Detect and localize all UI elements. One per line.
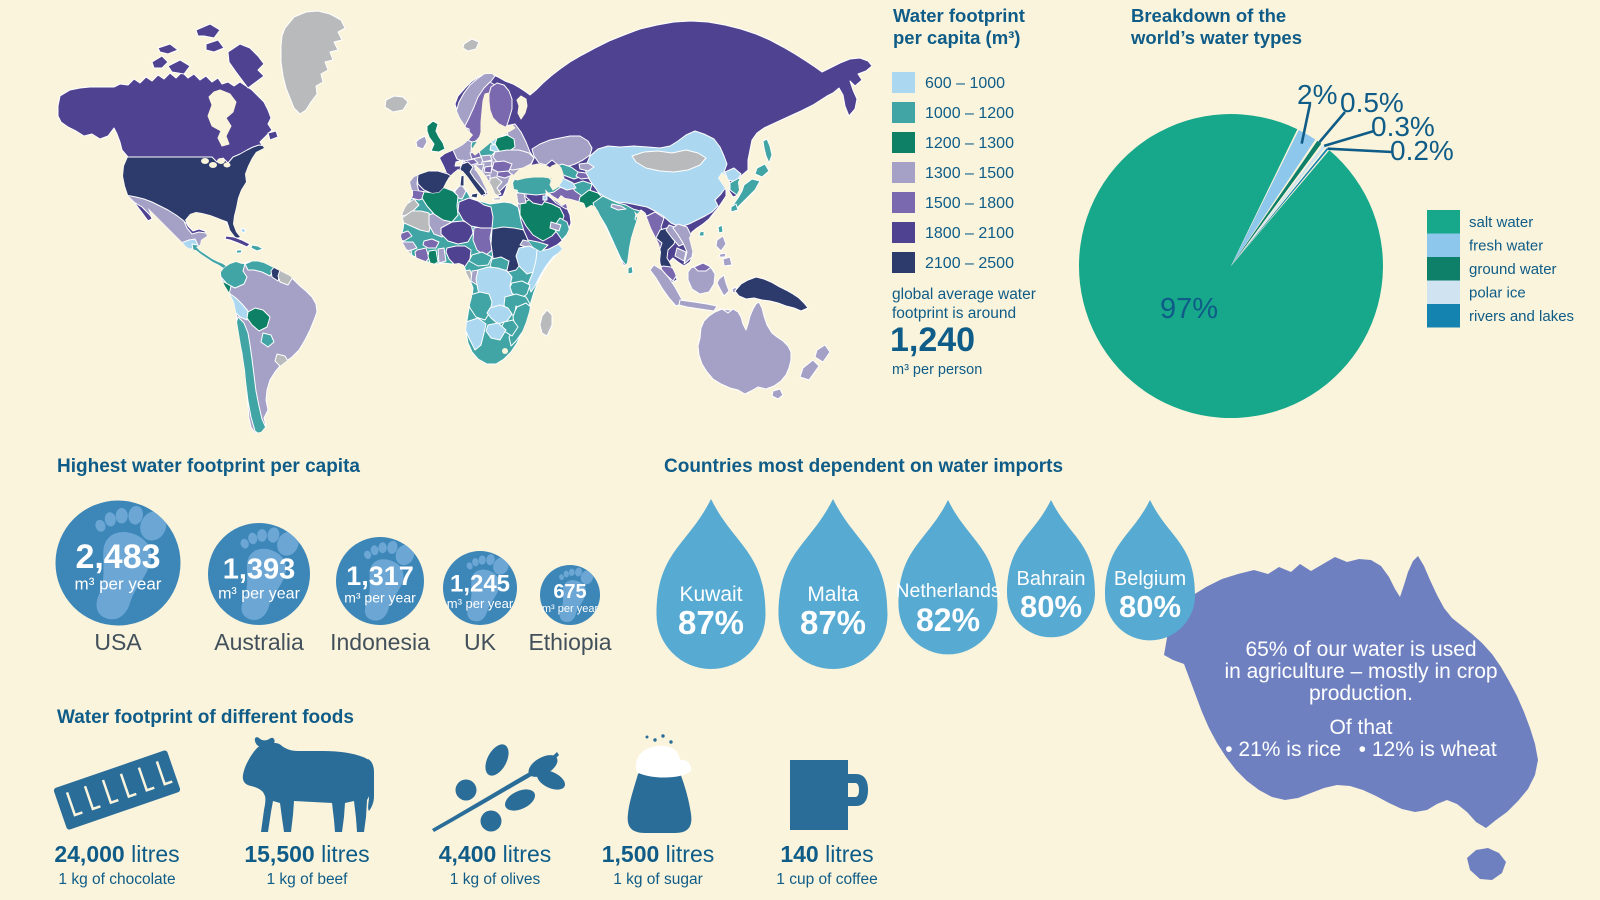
- svg-text:15,500 litres: 15,500 litres: [244, 841, 369, 867]
- svg-text:Ethiopia: Ethiopia: [528, 629, 611, 655]
- svg-text:Malta: Malta: [807, 583, 859, 606]
- svg-text:Australia: Australia: [214, 629, 304, 655]
- svg-text:m³ per year: m³ per year: [542, 603, 599, 615]
- svg-text:fresh water: fresh water: [1469, 238, 1543, 255]
- svg-text:m³ per year: m³ per year: [218, 585, 300, 602]
- svg-text:Bahrain: Bahrain: [1017, 568, 1086, 590]
- svg-text:ground water: ground water: [1469, 261, 1557, 278]
- svg-text:80%: 80%: [1119, 589, 1181, 624]
- svg-text:rivers and lakes: rivers and lakes: [1469, 308, 1574, 325]
- svg-text:Belgium: Belgium: [1114, 568, 1186, 590]
- svg-text:87%: 87%: [800, 604, 866, 641]
- svg-text:1 kg of beef: 1 kg of beef: [266, 871, 348, 888]
- svg-text:m³ per year: m³ per year: [344, 590, 416, 606]
- svg-text:USA: USA: [94, 629, 142, 655]
- svg-text:polar ice: polar ice: [1469, 285, 1526, 302]
- svg-text:1500 – 1800: 1500 – 1800: [925, 195, 1014, 212]
- svg-text:2%: 2%: [1297, 79, 1337, 110]
- svg-text:1200 – 1300: 1200 – 1300: [925, 135, 1014, 152]
- svg-text:0.2%: 0.2%: [1390, 135, 1454, 166]
- svg-text:140 litres: 140 litres: [780, 841, 873, 867]
- svg-text:world’s water types: world’s water types: [1130, 27, 1302, 48]
- svg-text:Highest water footprint per ca: Highest water footprint per capita: [57, 456, 360, 477]
- svg-text:global average water: global average water: [892, 286, 1036, 303]
- svg-text:1,317: 1,317: [346, 561, 414, 591]
- svg-text:1800 – 2100: 1800 – 2100: [925, 225, 1014, 242]
- svg-text:Of that: Of that: [1329, 716, 1392, 739]
- svg-text:Water footprint of different f: Water footprint of different foods: [57, 707, 354, 728]
- svg-text:1 cup of coffee: 1 cup of coffee: [776, 871, 877, 888]
- svg-text:1,500 litres: 1,500 litres: [602, 841, 715, 867]
- svg-text:1,240: 1,240: [890, 321, 975, 359]
- svg-text:1 kg of olives: 1 kg of olives: [450, 871, 541, 888]
- svg-text:2100 – 2500: 2100 – 2500: [925, 255, 1014, 272]
- svg-text:87%: 87%: [678, 604, 744, 641]
- svg-text:600 – 1000: 600 – 1000: [925, 75, 1005, 92]
- svg-text:0.3%: 0.3%: [1371, 111, 1435, 142]
- svg-text:per capita (m³): per capita (m³): [893, 27, 1020, 48]
- svg-text:1,245: 1,245: [450, 571, 510, 598]
- svg-text:0.5%: 0.5%: [1340, 87, 1404, 118]
- svg-text:salt water: salt water: [1469, 214, 1533, 231]
- svg-text:2,483: 2,483: [75, 538, 160, 576]
- svg-text:1000 – 1200: 1000 – 1200: [925, 105, 1014, 122]
- svg-text:footprint is around: footprint is around: [892, 305, 1016, 322]
- svg-text:Breakdown of the: Breakdown of the: [1131, 5, 1286, 26]
- svg-text:in agriculture – mostly in cro: in agriculture – mostly in crop: [1224, 660, 1497, 683]
- svg-text:UK: UK: [464, 629, 497, 655]
- svg-text:80%: 80%: [1020, 589, 1082, 624]
- svg-text:675: 675: [553, 581, 586, 603]
- svg-text:m³ per year: m³ per year: [75, 574, 162, 593]
- svg-text:Netherlands: Netherlands: [895, 580, 1000, 602]
- svg-text:4,400 litres: 4,400 litres: [439, 841, 552, 867]
- svg-text:1 kg of chocolate: 1 kg of chocolate: [58, 871, 175, 888]
- svg-text:65% of our water is used: 65% of our water is used: [1245, 638, 1476, 661]
- svg-text:m³ per year: m³ per year: [447, 596, 514, 611]
- svg-text:Water footprint: Water footprint: [893, 5, 1025, 26]
- svg-text:Indonesia: Indonesia: [330, 629, 430, 655]
- svg-text:1 kg of sugar: 1 kg of sugar: [613, 871, 703, 888]
- svg-text:Countries most dependent on wa: Countries most dependent on water import…: [664, 456, 1063, 477]
- svg-text:1300 – 1500: 1300 – 1500: [925, 165, 1014, 182]
- svg-text:Kuwait: Kuwait: [679, 583, 742, 606]
- svg-text:• 21% is rice • 12% is wheat: • 21% is rice • 12% is wheat: [1225, 738, 1497, 761]
- svg-text:97%: 97%: [1160, 293, 1218, 325]
- svg-text:m³ per person: m³ per person: [892, 362, 982, 378]
- svg-text:production.: production.: [1309, 682, 1413, 705]
- svg-text:1,393: 1,393: [223, 553, 296, 585]
- svg-text:82%: 82%: [916, 602, 980, 638]
- svg-text:24,000 litres: 24,000 litres: [54, 841, 179, 867]
